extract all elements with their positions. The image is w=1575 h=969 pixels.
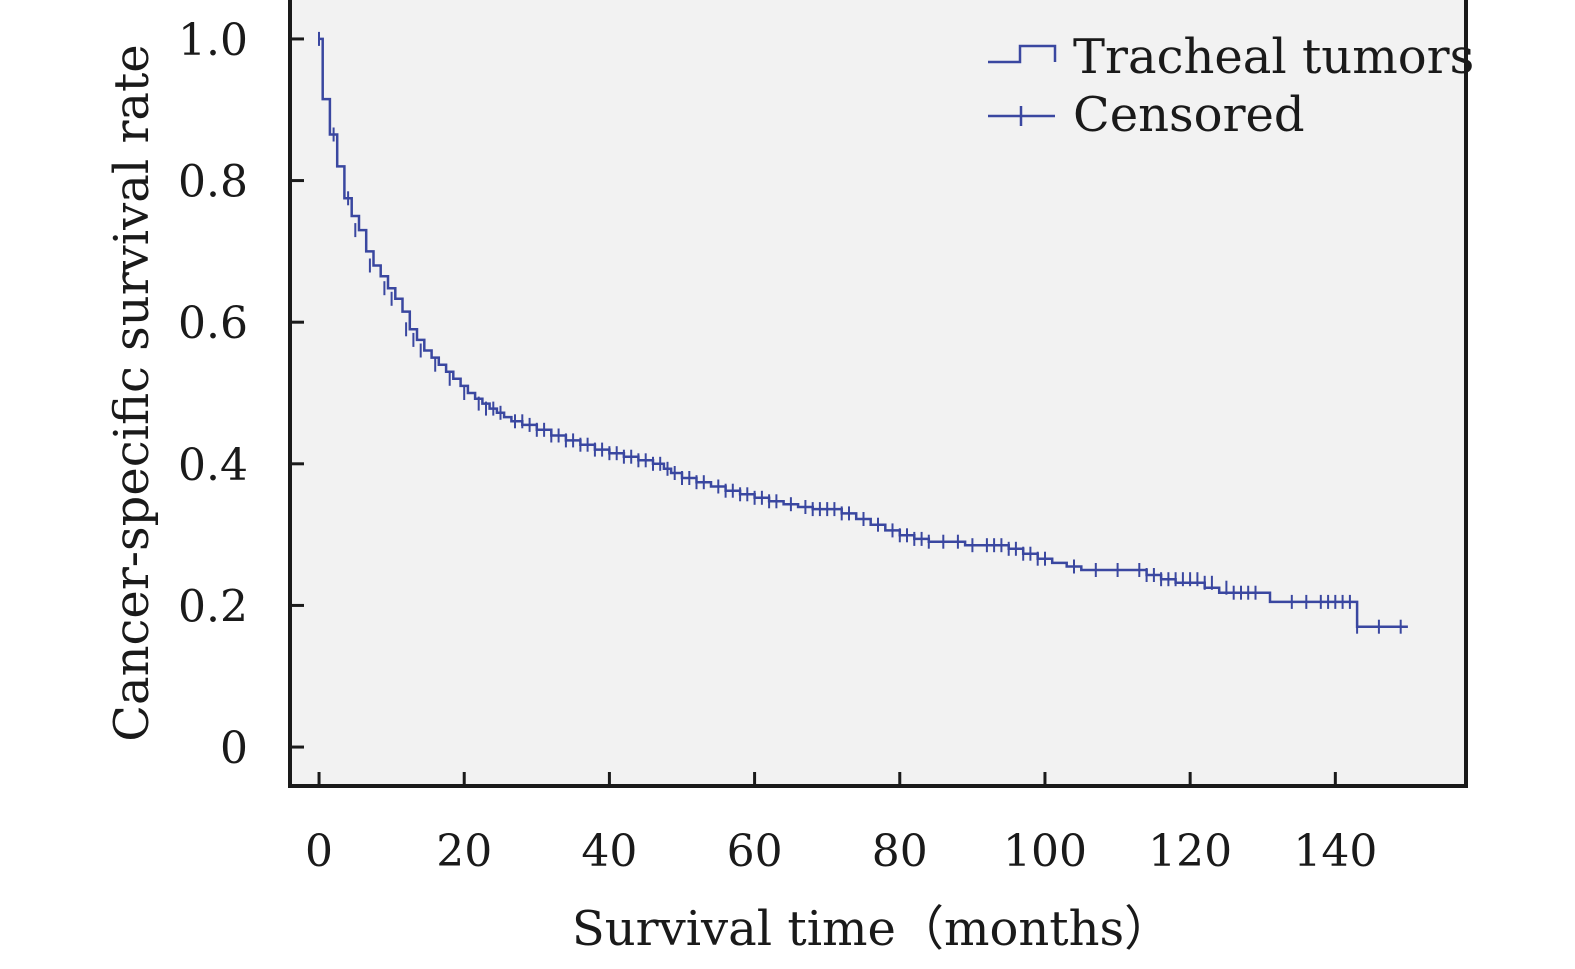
y-tick-label: 0.4 (178, 440, 248, 491)
plot-background (290, 0, 1466, 786)
tick-layer: 0 20 40 60 80 100 120 140 0 0.2 0.4 0.6 0.8 1.0 (178, 15, 1377, 877)
y-tick-label: 0.6 (178, 298, 248, 349)
x-tick-label: 140 (1293, 826, 1377, 877)
x-tick-label: 120 (1148, 826, 1232, 877)
censor-layer (318, 31, 1402, 634)
x-tick-label: 80 (872, 826, 928, 877)
x-tick-label: 0 (305, 826, 333, 877)
legend-swatch-step (988, 44, 1057, 64)
x-tick-label: 60 (727, 826, 783, 877)
x-axis-title: Survival time（months） (572, 901, 1172, 957)
y-tick-label: 0.2 (178, 581, 248, 632)
y-tick-label: 0 (220, 723, 248, 774)
legend: Tracheal tumors Censored (988, 29, 1474, 143)
x-tick-label: 40 (581, 826, 637, 877)
x-tick-label: 20 (436, 826, 492, 877)
y-tick-label: 1.0 (178, 15, 248, 66)
y-tick-label: 0.8 (178, 157, 248, 208)
x-tick-label: 100 (1003, 826, 1087, 877)
axis-layer (288, 0, 1468, 788)
legend-label-tracheal-tumors: Tracheal tumors (1073, 29, 1474, 85)
y-axis-title: Cancer-specific survival rate (104, 44, 160, 741)
legend-label-censored: Censored (1073, 87, 1305, 143)
